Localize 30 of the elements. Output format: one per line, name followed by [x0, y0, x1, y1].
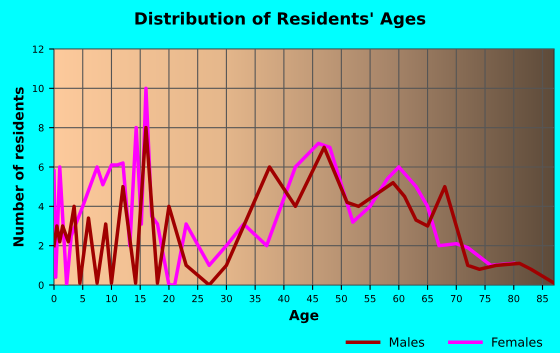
y-tick-label: 2 — [38, 242, 44, 250]
x-tick-label: 60 — [393, 294, 404, 302]
legend-label: Females — [492, 337, 542, 347]
x-tick-label: 35 — [250, 294, 260, 302]
y-axis-title: Number of residents — [12, 87, 24, 246]
x-tick-label: 55 — [364, 295, 376, 302]
x-tick-label: 75 — [480, 295, 490, 302]
x-tick-label: 15 — [135, 295, 146, 302]
chart-title: Distribution of Residents' Ages — [135, 12, 426, 28]
y-tick-label: 4 — [38, 202, 44, 210]
x-tick-label: 50 — [336, 294, 347, 302]
y-tick-label: 10 — [32, 84, 44, 92]
y-tick-label: 12 — [32, 45, 44, 53]
y-tick-label: 8 — [38, 124, 44, 132]
x-tick-label: 30 — [220, 294, 232, 302]
x-tick-label: 25 — [192, 294, 204, 302]
legend-label: Males — [390, 337, 424, 347]
x-tick-label: 5 — [80, 295, 85, 302]
x-tick-label: 85 — [536, 294, 548, 302]
x-tick-label: 40 — [278, 294, 290, 302]
x-tick-label: 0 — [52, 294, 56, 302]
y-tick-label: 0 — [38, 281, 44, 289]
x-tick-label: 20 — [163, 294, 174, 302]
x-tick-label: 80 — [508, 294, 520, 302]
y-tick-label: 6 — [38, 163, 44, 171]
x-tick-label: 65 — [422, 294, 433, 302]
x-tick-label: 10 — [106, 294, 118, 302]
x-tick-label: 70 — [450, 294, 462, 302]
x-axis-title: Age — [289, 310, 318, 324]
x-tick-label: 45 — [306, 295, 318, 302]
